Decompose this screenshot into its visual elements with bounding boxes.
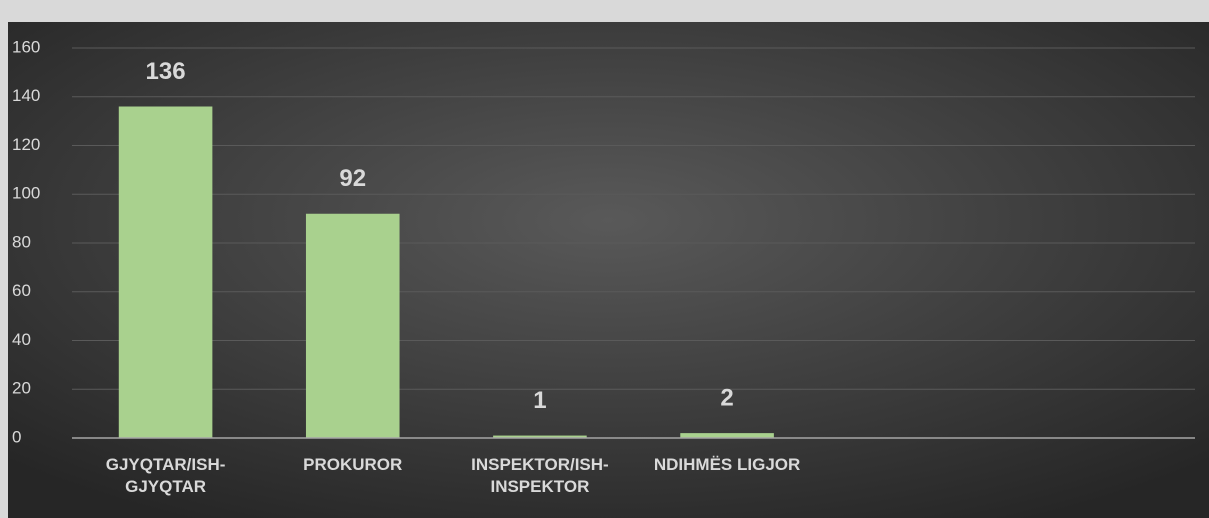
y-tick-label: 60 — [12, 281, 31, 300]
bar — [118, 106, 213, 438]
y-tick-label: 140 — [12, 86, 40, 105]
x-label-box: NDIHMËS LIGJOR — [653, 455, 801, 474]
x-label-box: PROKUROR — [303, 455, 403, 474]
x-tick-label: INSPEKTOR/ISH-INSPEKTOR — [471, 455, 609, 496]
y-tick-label: 0 — [12, 427, 21, 446]
y-tick-label: 100 — [12, 184, 40, 203]
x-label-box: GJYQTAR/ISH-GJYQTAR — [105, 455, 226, 496]
bar — [305, 213, 400, 438]
x-tick-label: NDIHMËS LIGJOR — [653, 455, 801, 474]
value-label: 136 — [146, 58, 186, 85]
x-label-box: INSPEKTOR/ISH-INSPEKTOR — [471, 455, 609, 496]
y-tick-label: 160 — [12, 37, 40, 56]
value-label: 2 — [720, 384, 733, 411]
y-tick-label: 120 — [12, 135, 40, 154]
value-label: 1 — [533, 387, 546, 414]
y-tick-label: 40 — [12, 330, 31, 349]
y-tick-label: 20 — [12, 379, 31, 398]
bar — [493, 435, 587, 438]
value-label: 92 — [339, 165, 366, 192]
x-tick-label: GJYQTAR/ISH-GJYQTAR — [105, 455, 226, 496]
x-tick-label: PROKUROR — [303, 455, 403, 474]
y-tick-label: 80 — [12, 232, 31, 251]
bar — [680, 433, 774, 438]
